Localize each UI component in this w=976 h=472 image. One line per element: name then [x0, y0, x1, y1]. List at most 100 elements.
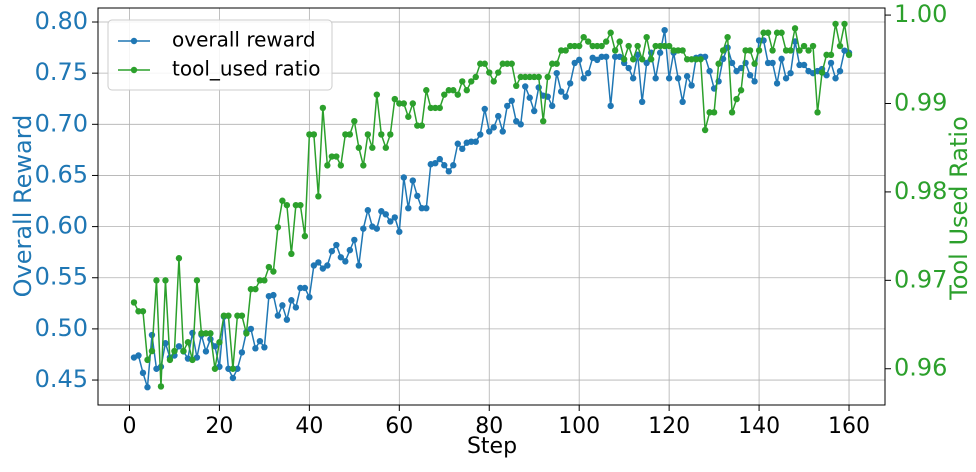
point — [423, 87, 430, 94]
point — [162, 277, 169, 284]
point — [459, 145, 466, 153]
point — [468, 78, 475, 85]
x-tick-label: 20 — [205, 414, 233, 439]
point — [692, 56, 700, 63]
point — [733, 95, 740, 103]
point — [679, 47, 686, 54]
point — [706, 109, 713, 116]
point — [445, 87, 452, 94]
point — [256, 337, 264, 345]
y-tick-label: 0.75 — [35, 58, 88, 86]
point — [499, 128, 506, 135]
point — [751, 60, 758, 67]
point — [256, 277, 264, 284]
point — [787, 47, 794, 54]
point — [409, 177, 416, 184]
legend-marker — [130, 37, 138, 45]
point — [593, 42, 601, 50]
point — [261, 344, 268, 351]
point — [728, 59, 736, 67]
point — [310, 262, 318, 269]
point — [202, 348, 210, 355]
point — [558, 47, 565, 54]
x-tick-label: 140 — [738, 414, 780, 439]
point — [823, 51, 830, 59]
point — [144, 384, 151, 391]
y-tick-label: 0.45 — [35, 365, 88, 393]
point — [135, 308, 142, 315]
point — [306, 293, 313, 301]
point — [441, 162, 448, 169]
point — [571, 59, 578, 67]
point — [432, 104, 439, 112]
point — [625, 42, 632, 50]
point — [351, 236, 358, 244]
point — [688, 82, 695, 89]
point — [814, 109, 821, 116]
point — [382, 144, 390, 151]
point — [288, 297, 295, 304]
point — [445, 168, 452, 175]
point — [279, 197, 286, 204]
point — [746, 72, 754, 79]
point — [661, 26, 668, 34]
point — [405, 113, 412, 120]
point — [504, 102, 511, 110]
point — [175, 343, 183, 350]
point — [778, 29, 785, 36]
point — [611, 47, 619, 54]
y2-tick-label: 0.98 — [894, 177, 947, 205]
point — [567, 42, 574, 50]
point — [800, 61, 808, 69]
point — [719, 47, 727, 54]
point — [733, 67, 740, 75]
point — [243, 330, 250, 337]
point — [764, 59, 772, 67]
point — [827, 59, 835, 67]
point — [593, 56, 601, 64]
point — [836, 42, 844, 50]
point — [454, 91, 461, 98]
point — [652, 42, 659, 50]
point — [841, 20, 848, 28]
point — [279, 302, 286, 309]
point — [665, 42, 673, 50]
point — [391, 95, 399, 103]
point — [189, 356, 196, 364]
point — [495, 69, 502, 76]
point — [742, 47, 749, 54]
point — [418, 122, 425, 129]
x-tick-label: 60 — [385, 414, 413, 439]
point — [535, 84, 542, 91]
point — [513, 82, 520, 90]
y-tick-label: 0.70 — [35, 109, 88, 137]
point — [409, 100, 416, 107]
point — [562, 93, 569, 100]
point — [800, 42, 808, 50]
legend-label: overall reward — [172, 28, 316, 52]
point — [526, 94, 533, 101]
point — [508, 60, 515, 67]
point — [683, 56, 691, 63]
point — [629, 75, 637, 82]
legend-marker — [130, 66, 138, 74]
point — [634, 42, 641, 50]
point — [602, 53, 610, 60]
point — [549, 60, 556, 67]
point — [310, 131, 318, 138]
x-tick-label: 40 — [295, 414, 323, 439]
x-tick-label: 120 — [648, 414, 690, 439]
point — [364, 207, 372, 214]
y2-tick-label: 0.97 — [894, 265, 947, 293]
point — [809, 42, 817, 50]
point — [171, 347, 178, 355]
point — [778, 55, 785, 63]
point — [737, 87, 745, 94]
point — [540, 117, 547, 125]
point — [832, 20, 839, 28]
point — [535, 73, 542, 81]
point — [166, 356, 174, 364]
point — [499, 60, 506, 67]
point — [333, 153, 340, 160]
point — [292, 304, 300, 311]
